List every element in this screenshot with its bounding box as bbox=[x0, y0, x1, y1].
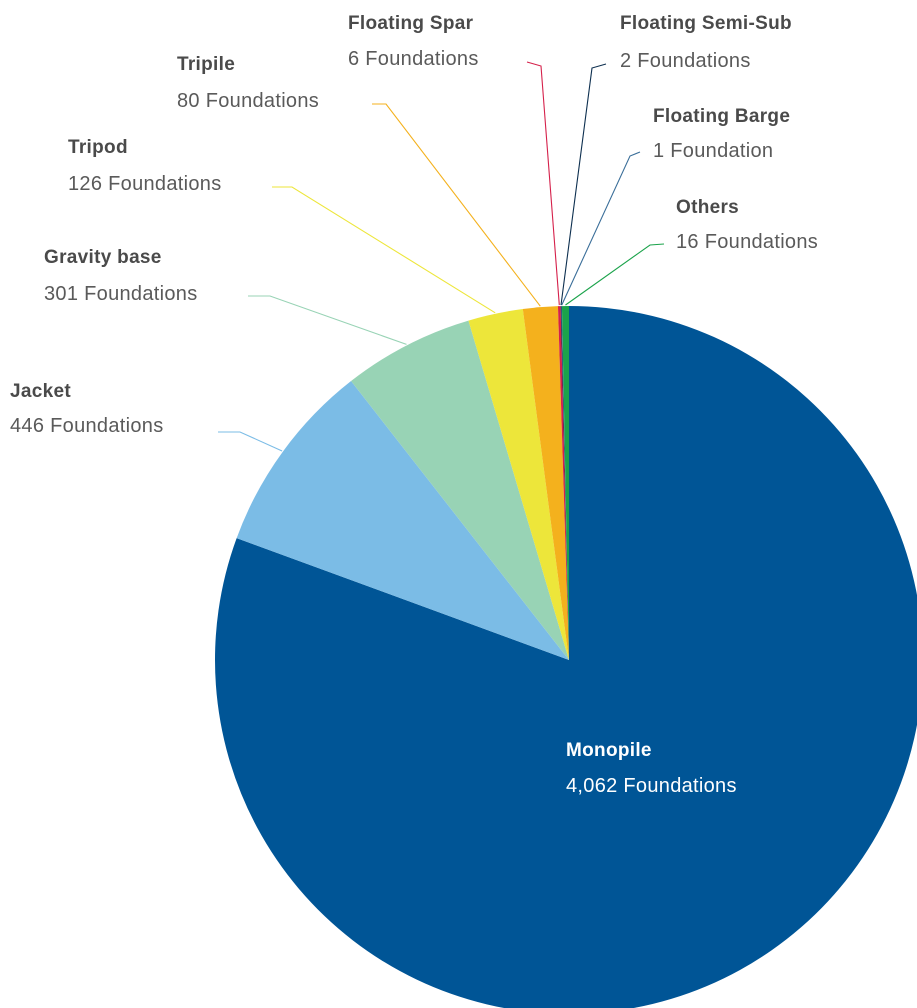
slice-name-floating-barge: Floating Barge bbox=[653, 106, 790, 127]
leader-line-floating-spar bbox=[526, 61, 560, 306]
slice-count-floating-barge: 1 Foundation bbox=[653, 140, 773, 162]
slice-count-monopile: 4,062 Foundations bbox=[566, 775, 737, 797]
pie-slice-tripile bbox=[522, 306, 569, 660]
slice-name-tripod: Tripod bbox=[68, 137, 128, 158]
leader-line-floating-semi-sub bbox=[560, 63, 607, 306]
slice-name-monopile: Monopile bbox=[566, 740, 652, 761]
leader-line-gravity-base bbox=[248, 295, 407, 345]
slice-count-tripile: 80 Foundations bbox=[177, 90, 319, 112]
pie-slice-others bbox=[561, 305, 569, 660]
slice-count-gravity-base: 301 Foundations bbox=[44, 283, 198, 305]
slice-count-floating-semi-sub: 2 Foundations bbox=[620, 50, 751, 72]
slice-name-others: Others bbox=[676, 197, 739, 218]
pie-slice-floating-barge bbox=[561, 306, 569, 660]
slice-name-jacket: Jacket bbox=[10, 381, 71, 402]
pie-slice-tripod bbox=[468, 309, 569, 660]
pie-slice-monopile bbox=[214, 306, 917, 1008]
slice-count-tripod: 126 Foundations bbox=[68, 173, 222, 195]
slice-count-others: 16 Foundations bbox=[676, 231, 818, 253]
leader-lines bbox=[218, 61, 665, 452]
leader-line-jacket bbox=[218, 431, 283, 452]
pie-slice-floating-spar bbox=[557, 306, 569, 660]
leader-line-tripod bbox=[272, 186, 496, 314]
slice-count-floating-spar: 6 Foundations bbox=[348, 48, 479, 70]
slice-count-jacket: 446 Foundations bbox=[10, 415, 164, 437]
pie-slice-floating-semi-sub bbox=[560, 306, 569, 660]
slice-name-floating-semi-sub: Floating Semi-Sub bbox=[620, 13, 792, 34]
slice-name-floating-spar: Floating Spar bbox=[348, 13, 474, 34]
leader-line-others bbox=[565, 243, 665, 306]
slice-labels: Monopile 4,062 Foundations Jacket 446 Found… bbox=[10, 13, 818, 797]
pie-slice-gravity-base bbox=[351, 320, 569, 660]
leader-line-floating-barge bbox=[561, 151, 641, 306]
leader-line-tripile bbox=[372, 103, 541, 307]
pie-slice-jacket bbox=[236, 381, 569, 660]
pie-slices bbox=[214, 305, 917, 1008]
slice-name-gravity-base: Gravity base bbox=[44, 247, 162, 268]
slice-name-tripile: Tripile bbox=[177, 54, 235, 75]
